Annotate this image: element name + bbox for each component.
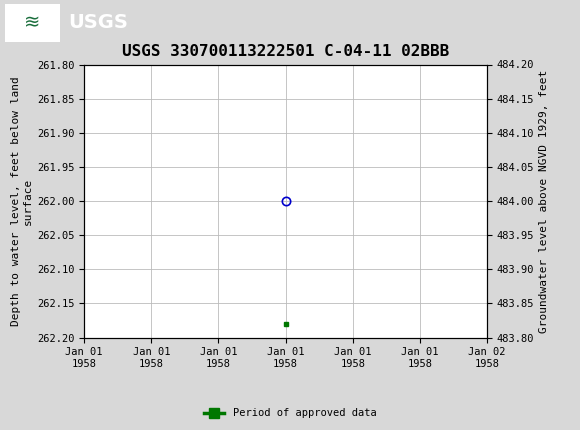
Title: USGS 330700113222501 C-04-11 02BBB: USGS 330700113222501 C-04-11 02BBB — [122, 44, 450, 59]
Bar — [5, 3, 60, 42]
Y-axis label: Depth to water level, feet below land
surface: Depth to water level, feet below land su… — [11, 76, 32, 326]
Y-axis label: Groundwater level above NGVD 1929, feet: Groundwater level above NGVD 1929, feet — [539, 69, 549, 333]
Text: ≋: ≋ — [24, 13, 41, 32]
Text: USGS: USGS — [68, 13, 128, 32]
Legend: Period of approved data: Period of approved data — [200, 404, 380, 423]
